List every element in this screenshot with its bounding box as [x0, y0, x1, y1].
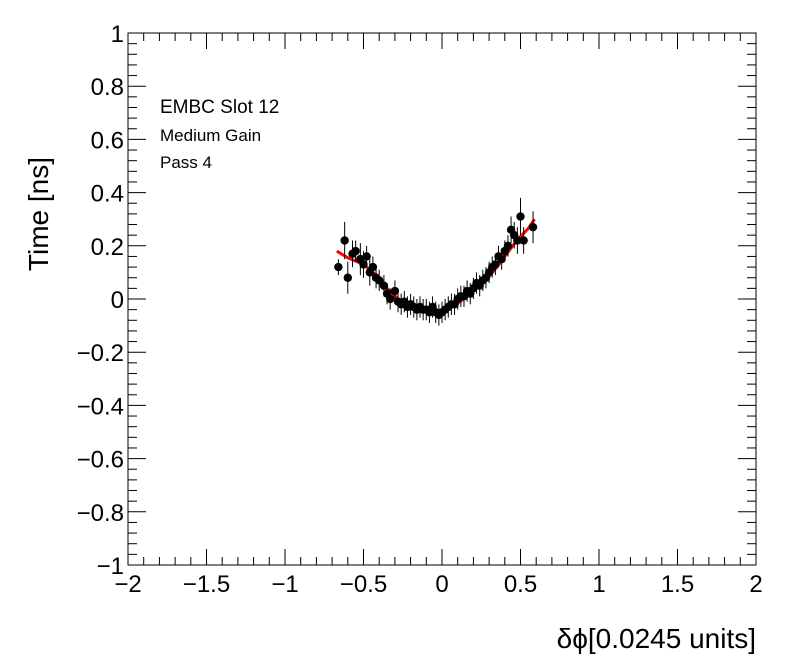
tick-labels: −2 −1.5 −1 −0.5 0 0.5 1 1.5 2 1 0.8 0.6 0.4 0.2 0 −0.2 −…: [77, 21, 763, 598]
ticks: [127, 32, 757, 566]
y-tick-label: −1: [97, 553, 124, 580]
data-point: [497, 254, 506, 264]
data-point: [351, 246, 360, 256]
data-point: [390, 286, 400, 296]
x-tick-label: −1: [271, 571, 298, 598]
y-tick-label: 0: [111, 287, 124, 314]
x-axis-title: δϕ[0.0245 units]: [557, 623, 756, 654]
x-tick-label: 0: [435, 571, 448, 598]
x-tick-label: 1.5: [661, 571, 694, 598]
x-tick-label: −0.5: [340, 571, 387, 598]
data-point: [343, 273, 352, 282]
y-tick-label: −0.6: [77, 447, 124, 474]
x-tick-label: −2: [114, 571, 141, 598]
data-point: [503, 241, 513, 250]
y-tick-label: 0.2: [91, 234, 124, 261]
y-tick-label: 0.6: [91, 127, 124, 154]
y-tick-label: −0.4: [77, 393, 124, 420]
data-point: [334, 262, 343, 272]
x-tick-label: −1.5: [183, 571, 230, 598]
data-point: [385, 294, 395, 304]
data-point: [513, 236, 522, 245]
data-points: [334, 197, 538, 326]
data-point: [368, 262, 378, 272]
data-point: [519, 236, 528, 245]
y-axis-title: Time [ns]: [23, 157, 54, 271]
y-tick-label: 1: [111, 21, 124, 48]
x-tick-label: 0.5: [504, 571, 537, 598]
x-tick-label: 1: [592, 571, 605, 598]
x-tick-label: 2: [749, 571, 762, 598]
y-tick-label: 0.4: [91, 181, 124, 208]
annotation-gain: Medium Gain: [160, 126, 261, 145]
y-tick-label: −0.2: [77, 340, 124, 367]
data-point: [528, 222, 538, 232]
data-point: [359, 260, 368, 269]
y-tick-label: −0.8: [77, 500, 124, 527]
annotation-slot: EMBC Slot 12: [160, 97, 279, 118]
data-point: [379, 281, 389, 290]
data-point: [362, 252, 371, 261]
data-point: [516, 212, 525, 221]
data-point: [340, 236, 349, 245]
y-tick-label: 0.8: [91, 74, 124, 101]
data-point: [491, 260, 500, 269]
annotation-pass: Pass 4: [160, 153, 212, 172]
